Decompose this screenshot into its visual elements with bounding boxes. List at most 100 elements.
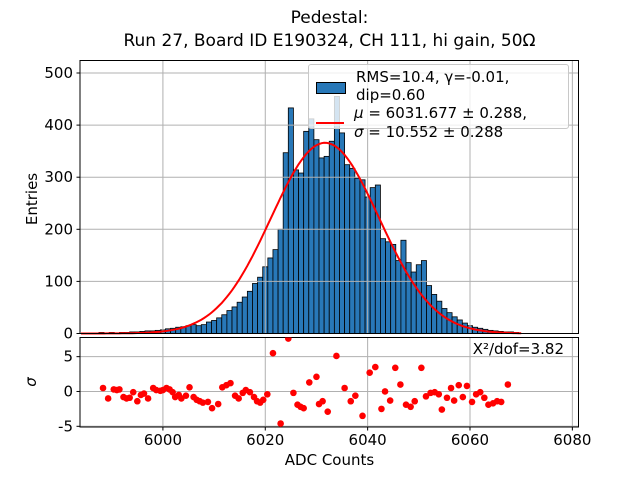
residual-point: [333, 352, 340, 360]
histogram-bar: [354, 177, 361, 334]
residual-point: [397, 381, 404, 388]
residual-point: [341, 384, 348, 392]
residual-point: [386, 397, 394, 404]
y-tick-label-main: 400: [44, 116, 73, 134]
histogram-bar: [374, 184, 381, 334]
y-tick-label-resid: -5: [58, 417, 73, 435]
histogram-bar: [252, 283, 258, 334]
residual-point: [381, 388, 389, 395]
x-tick-label: 6060: [451, 431, 489, 449]
residual-point: [140, 390, 148, 397]
residual-point: [366, 369, 373, 376]
residual-points: [99, 337, 512, 427]
residual-point: [144, 395, 152, 402]
histogram-bar: [415, 264, 422, 334]
x-axis-label: ADC Counts: [284, 451, 375, 469]
histogram-bar: [272, 249, 279, 334]
residual-point: [116, 386, 123, 393]
histogram-bar: [380, 238, 386, 334]
residual-point: [411, 397, 419, 405]
histogram-bar: [282, 152, 289, 334]
sigma-symbol: σ: [354, 123, 364, 141]
residual-point: [447, 384, 455, 392]
histogram-bar: [246, 290, 253, 334]
histogram-bar: [339, 132, 346, 334]
residual-point: [459, 393, 467, 401]
y-tick-label-resid: 5: [63, 348, 73, 366]
residual-point: [319, 397, 326, 405]
residual-point: [463, 382, 471, 390]
histogram-bar: [216, 317, 223, 334]
chart-title: Pedestal: Run 27, Board ID E190324, CH 1…: [80, 7, 579, 53]
residual-point: [269, 349, 277, 357]
residual-point: [285, 337, 292, 342]
residual-point: [134, 397, 141, 405]
histogram-bar: [211, 320, 218, 334]
residual-axes-frame: [79, 337, 579, 428]
legend-fit-line-swatch: [316, 122, 344, 124]
y-tick-label-main: 500: [44, 64, 73, 82]
residual-point: [435, 390, 443, 398]
residual-point: [126, 394, 133, 402]
gaussian-fit-curve: [81, 141, 522, 335]
histogram-bar: [313, 139, 320, 334]
residual-point: [305, 379, 313, 386]
residual-point: [259, 396, 267, 404]
histogram-bar: [426, 285, 433, 334]
histogram-bar: [200, 324, 207, 334]
y-tick-label-resid: 0: [63, 382, 73, 400]
histogram-bar: [446, 312, 453, 334]
residual-point: [300, 404, 307, 412]
legend-histogram-swatch: [316, 82, 346, 94]
residual-point: [468, 398, 476, 406]
histogram-bar: [190, 324, 197, 334]
ticks: [76, 72, 573, 431]
legend-box: RMS=10.4, γ=-0.01, dip=0.60 μ = 6031.677…: [308, 64, 569, 141]
histogram-bar: [267, 257, 274, 334]
histogram-bar: [344, 164, 351, 334]
residual-point: [169, 388, 176, 396]
residual-point: [481, 394, 488, 402]
main-axes-frame: [79, 60, 579, 334]
residual-point: [504, 381, 512, 388]
residual-point: [290, 389, 297, 397]
residual-point: [227, 379, 234, 387]
y-axis-label-residuals: σ: [22, 377, 40, 387]
legend-entry-histogram: RMS=10.4, γ=-0.01, dip=0.60: [314, 68, 562, 104]
residual-point: [235, 395, 242, 402]
histogram-bar: [226, 310, 233, 334]
y-tick-label-main: 200: [44, 220, 73, 238]
sigma-value: = 10.552 ± 0.288: [363, 123, 504, 141]
y-tick-label-main: 300: [44, 168, 73, 186]
histogram-bar: [441, 308, 448, 334]
legend-fit-label: μ = 6031.677 ± 0.288, σ = 10.552 ± 0.288: [354, 104, 527, 142]
x-tick-label: 6020: [246, 431, 284, 449]
residual-point: [378, 405, 385, 413]
residual-point: [443, 394, 451, 402]
residual-point: [246, 388, 254, 396]
residual-point: [186, 383, 193, 391]
residual-point: [182, 392, 190, 399]
residual-point: [324, 408, 332, 415]
histogram-bar: [349, 167, 356, 334]
residual-point: [359, 412, 366, 420]
histogram-bar: [293, 169, 299, 334]
residual-point: [129, 388, 137, 396]
residual-point: [313, 373, 320, 381]
legend-histogram-label: RMS=10.4, γ=-0.01, dip=0.60: [356, 68, 510, 104]
histogram-bar: [395, 260, 402, 334]
histogram-bar: [436, 300, 443, 334]
residual-point: [199, 399, 207, 406]
residual-point: [352, 392, 359, 399]
residual-point: [347, 397, 355, 405]
histogram-bar: [359, 179, 366, 334]
x-tick-label: 6080: [553, 431, 591, 449]
histogram-bar: [241, 296, 248, 334]
residual-point: [391, 364, 399, 372]
histogram-bars: [98, 96, 520, 334]
legend-entry-fit: μ = 6031.677 ± 0.288, σ = 10.552 ± 0.288: [314, 104, 562, 142]
residual-point: [104, 395, 112, 402]
histogram-bar: [257, 276, 264, 334]
residual-point: [450, 397, 458, 404]
